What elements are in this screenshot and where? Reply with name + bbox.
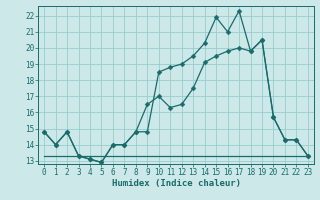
X-axis label: Humidex (Indice chaleur): Humidex (Indice chaleur) <box>111 179 241 188</box>
